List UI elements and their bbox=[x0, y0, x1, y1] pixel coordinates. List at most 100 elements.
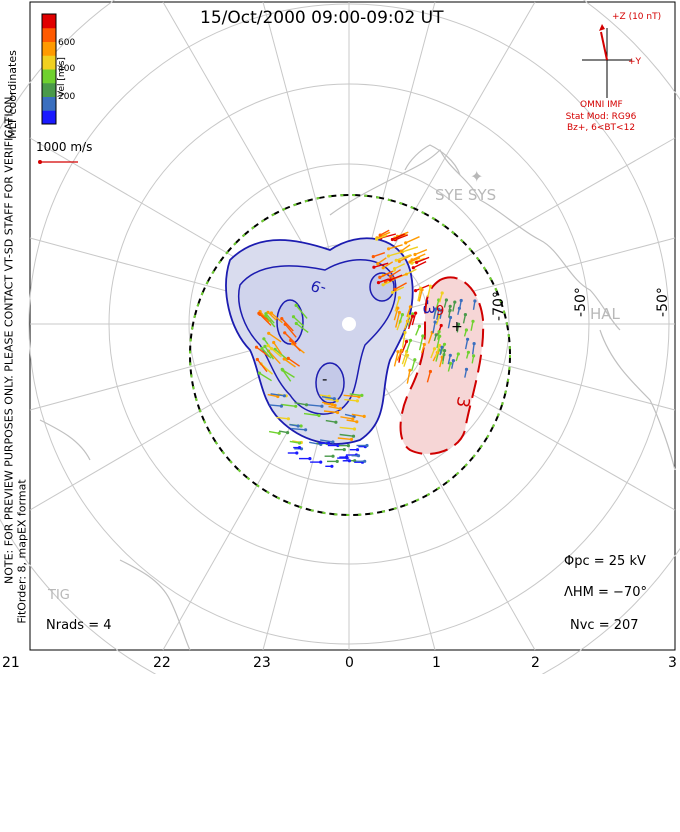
velocity-vector bbox=[323, 410, 338, 414]
velocity-vector bbox=[456, 324, 460, 333]
velocity-vector bbox=[389, 274, 403, 281]
colorbar-segment bbox=[42, 41, 56, 56]
velocity-vector bbox=[430, 348, 436, 359]
coastlines bbox=[39, 144, 676, 651]
colorbar-tick-400: 400 bbox=[58, 64, 76, 74]
meridian-line bbox=[348, 323, 676, 411]
velocity-vector bbox=[439, 357, 443, 368]
velocity-vector bbox=[433, 334, 437, 342]
velocity-vector bbox=[402, 246, 419, 253]
velocity-vector bbox=[416, 256, 430, 264]
velocity-vector bbox=[435, 345, 441, 358]
velocity-vector bbox=[395, 234, 409, 241]
velocity-vector bbox=[273, 342, 283, 355]
velocity-vector bbox=[267, 393, 278, 398]
velocity-vector bbox=[265, 315, 276, 328]
velocity-vector bbox=[427, 286, 432, 298]
velocity-vector bbox=[344, 413, 355, 418]
cross-polar-potential: Φpc = 25 kV bbox=[564, 554, 646, 569]
velocity-vector bbox=[294, 402, 307, 406]
velocity-vector bbox=[417, 288, 422, 302]
velocity-vector bbox=[393, 307, 399, 321]
velocity-vector bbox=[264, 346, 275, 360]
velocity-vector bbox=[472, 300, 476, 310]
velocity-vector bbox=[278, 430, 288, 434]
velocity-vector bbox=[436, 309, 440, 320]
velocity-vector bbox=[287, 357, 300, 367]
latitude-label-70: -70° bbox=[490, 291, 507, 321]
colorbar-frame bbox=[41, 13, 57, 125]
velocity-vector bbox=[290, 339, 301, 352]
velocity-vector bbox=[349, 393, 362, 397]
velocity-vector bbox=[394, 297, 401, 312]
velocity-vector bbox=[459, 300, 462, 309]
imf-z-label: +Z (10 nT) bbox=[612, 12, 662, 22]
positive-potential-cell bbox=[399, 276, 485, 455]
velocity-vector bbox=[295, 322, 309, 333]
velocity-vector bbox=[465, 352, 470, 359]
velocity-vector bbox=[435, 315, 441, 326]
velocity-vector bbox=[344, 398, 358, 402]
velocity-vector bbox=[436, 336, 441, 349]
velocity-vector bbox=[343, 394, 359, 398]
velocity-vector bbox=[392, 233, 405, 241]
velocity-vector bbox=[303, 412, 320, 417]
velocity-vector bbox=[268, 350, 281, 365]
velocity-vector bbox=[438, 292, 443, 303]
contour-label-neg3: -3 bbox=[419, 299, 438, 315]
heppner-maynard-latitude: ΛHM = −70° bbox=[564, 585, 647, 600]
convection-map: ✦ + bbox=[0, 0, 680, 674]
velocity-vector bbox=[398, 314, 404, 324]
coastline-arctic-islands bbox=[404, 144, 461, 176]
mlt-label-1: 1 bbox=[432, 655, 441, 671]
colorbar-segment bbox=[42, 69, 56, 84]
velocity-vector bbox=[339, 426, 355, 430]
velocity-vector bbox=[443, 299, 448, 308]
station-label-tig: TIG bbox=[48, 588, 70, 603]
velocity-vector bbox=[472, 343, 475, 355]
velocity-vector bbox=[379, 270, 394, 279]
velocity-vector bbox=[463, 329, 468, 337]
velocity-vector bbox=[439, 310, 443, 319]
velocity-vector bbox=[447, 317, 452, 329]
magnetic-pole-marker bbox=[342, 317, 356, 331]
velocity-vector bbox=[437, 331, 440, 340]
velocity-vector bbox=[259, 372, 272, 382]
velocity-vector bbox=[319, 439, 334, 443]
mlt-label-2: 2 bbox=[531, 655, 540, 671]
radar-count: Nrads = 4 bbox=[46, 618, 112, 633]
velocity-vector bbox=[401, 332, 406, 348]
velocity-vector bbox=[394, 282, 407, 291]
imf-vector bbox=[600, 31, 608, 61]
colorbar-segment bbox=[42, 110, 56, 125]
velocity-vector bbox=[447, 363, 452, 372]
velocity-vector bbox=[396, 349, 403, 361]
velocity-vector bbox=[328, 405, 341, 410]
velocity-vector bbox=[406, 340, 412, 352]
colorbar-segment bbox=[42, 14, 56, 29]
colorbar-segment bbox=[42, 55, 56, 70]
velocity-vector bbox=[319, 394, 330, 398]
velocity-vector bbox=[400, 244, 411, 252]
velocity-vector bbox=[418, 335, 424, 351]
velocity-vector bbox=[418, 289, 423, 302]
velocity-vector bbox=[388, 244, 403, 250]
velocity-vector bbox=[373, 262, 389, 268]
velocity-vector bbox=[464, 339, 469, 350]
velocity-vector bbox=[276, 416, 289, 420]
velocity-vector bbox=[346, 419, 357, 423]
stat-model-line-1: Stat Mod: RG96 bbox=[565, 112, 637, 122]
velocity-vector bbox=[455, 353, 459, 362]
stat-model-line-2: Bz+, 6<BT<12 bbox=[566, 123, 636, 133]
fit-info: FitOrder: 8, mapEX format bbox=[15, 479, 29, 624]
velocity-vector bbox=[339, 433, 354, 437]
colorbar-tick-200: 200 bbox=[58, 92, 76, 102]
velocity-vector bbox=[411, 253, 426, 261]
mlt-label-22: 22 bbox=[153, 655, 171, 671]
velocity-vector bbox=[282, 369, 295, 378]
imf-dial bbox=[582, 24, 632, 98]
velocity-vector bbox=[256, 346, 270, 358]
coastline-bay bbox=[39, 419, 91, 461]
velocity-vector bbox=[295, 304, 308, 319]
velocity-vector bbox=[404, 315, 410, 329]
